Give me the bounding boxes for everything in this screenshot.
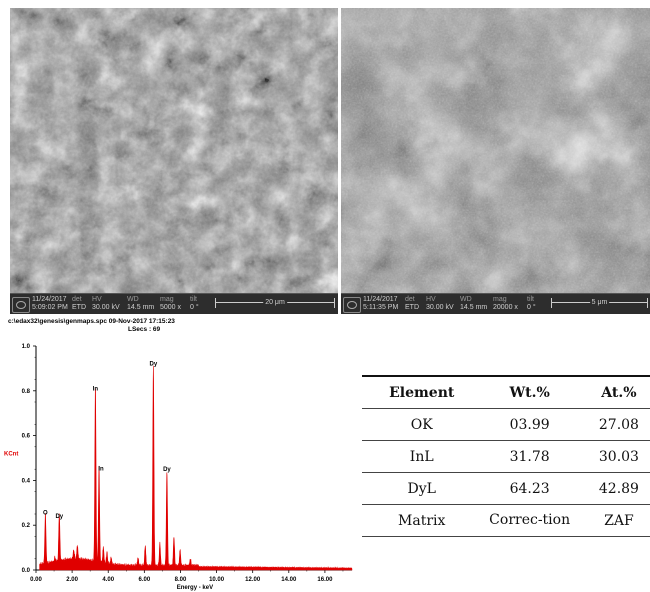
sem-date: 11/24/2017 xyxy=(363,296,398,303)
eds-spectrum-chart: 0.0 0.2 0.4 0.6 0.8 1.0 0.00 2.00 4.00 6.00 8.00 10… xyxy=(4,344,353,591)
wd-label: WD xyxy=(127,296,139,303)
x-tick-label: 2.00 xyxy=(66,577,78,583)
eds-live-seconds: LSecs : 69 xyxy=(128,326,161,333)
y-tick-label: 0.6 xyxy=(22,434,31,440)
x-tick-label: 0.00 xyxy=(30,577,42,583)
cell-at: 27.08 xyxy=(577,408,650,441)
x-tick-label: 6.00 xyxy=(138,577,150,583)
x-tick-label: 14.00 xyxy=(281,577,297,583)
sem-time: 5:11:35 PM xyxy=(363,304,399,311)
cell-wt: Correc-tion xyxy=(481,504,578,537)
hv-label: HV xyxy=(92,296,102,303)
peak-label-dy: Dy xyxy=(163,467,171,473)
sem-databar-left: 11/24/2017 5:09:02 PM det ETD HV 30.00 kV W… xyxy=(10,293,338,314)
tilt-value: 0 ° xyxy=(527,304,536,311)
col-header-wt: Wt.% xyxy=(481,375,578,409)
scale-label: 5 μm xyxy=(589,298,610,307)
x-tick-label: 10.00 xyxy=(209,577,225,583)
col-header-at: At.% xyxy=(577,375,650,409)
table-row: DyL 64.23 42.89 xyxy=(362,472,650,505)
sem-date: 11/24/2017 xyxy=(32,296,67,303)
peak-label-dy: Dy xyxy=(55,514,63,520)
wd-value: 14.5 mm xyxy=(127,304,155,311)
mag-label: mag xyxy=(160,296,174,303)
scale-bar: 5 μm xyxy=(551,298,648,308)
mag-value: 5000 x xyxy=(160,304,182,311)
fei-logo-icon xyxy=(343,297,361,313)
x-tick-label: 8.00 xyxy=(175,577,187,583)
cell-at: ZAF xyxy=(577,504,650,537)
cell-wt: 31.78 xyxy=(481,440,578,473)
y-tick-label: 0.0 xyxy=(22,568,31,574)
spectrum-series xyxy=(39,365,353,571)
mag-label: mag xyxy=(493,296,507,303)
peak-label-in: In xyxy=(98,467,104,473)
sem-time: 5:09:02 PM xyxy=(32,304,68,311)
y-tick-label: 1.0 xyxy=(22,344,31,350)
cell-element: Matrix xyxy=(362,504,482,537)
sem-image-20000x: 11/24/2017 5:11:35 PM det ETD HV 30.00 kV W… xyxy=(341,8,650,314)
eds-file-header: c:\edax32\genesis\genmaps.spc 09-Nov-201… xyxy=(8,318,175,334)
tilt-label: tilt xyxy=(190,296,197,303)
table-row: Matrix Correc-tion ZAF xyxy=(362,504,650,537)
fei-logo-icon xyxy=(12,297,30,313)
cell-wt: 03.99 xyxy=(481,408,578,441)
hv-value: 30.00 kV xyxy=(92,304,120,311)
hv-value: 30.00 kV xyxy=(426,304,454,311)
mag-value: 20000 x xyxy=(493,304,518,311)
cell-at: 30.03 xyxy=(577,440,650,473)
composition-table-wrapper: Element Wt.% At.% OK 03.99 27.08 InL 31.… xyxy=(362,375,650,575)
table-header-row: Element Wt.% At.% xyxy=(362,375,650,409)
sem-texture-left xyxy=(10,8,338,314)
table-row: InL 31.78 30.03 xyxy=(362,440,650,473)
det-label: det xyxy=(405,296,415,303)
cell-element: DyL xyxy=(362,472,482,505)
scale-bar: 20 μm xyxy=(215,298,335,308)
tilt-value: 0 ° xyxy=(190,304,199,311)
x-tick-label: 12.00 xyxy=(245,577,261,583)
peak-label-in: In xyxy=(93,386,99,392)
y-tick-label: 0.2 xyxy=(22,523,31,529)
x-axis-label: Energy - keV xyxy=(177,585,213,591)
x-tick-label: 16.00 xyxy=(317,577,333,583)
tilt-label: tilt xyxy=(527,296,534,303)
cell-element: InL xyxy=(362,440,482,473)
y-tick-label: 0.8 xyxy=(22,389,31,395)
peak-label-o: O xyxy=(43,511,48,517)
sem-image-5000x: 11/24/2017 5:09:02 PM det ETD HV 30.00 kV W… xyxy=(10,8,338,314)
y-tick-label: 0.4 xyxy=(22,478,31,484)
wd-value: 14.5 mm xyxy=(460,304,488,311)
sem-databar-right: 11/24/2017 5:11:35 PM det ETD HV 30.00 kV W… xyxy=(341,293,650,314)
cell-wt: 64.23 xyxy=(481,472,578,505)
x-tick-label: 4.00 xyxy=(102,577,114,583)
composition-table: Element Wt.% At.% OK 03.99 27.08 InL 31.… xyxy=(362,375,650,537)
y-axis-label: KCnt xyxy=(4,452,18,458)
cell-wt-text: Correc-tion xyxy=(489,512,571,528)
scale-label: 20 μm xyxy=(263,298,287,307)
eds-file-path: c:\edax32\genesis\genmaps.spc 09-Nov-201… xyxy=(8,318,175,325)
det-value: ETD xyxy=(72,304,86,311)
wd-label: WD xyxy=(460,296,472,303)
det-value: ETD xyxy=(405,304,419,311)
peak-label-dy: Dy xyxy=(150,362,158,368)
cell-element: OK xyxy=(362,408,482,441)
det-label: det xyxy=(72,296,82,303)
col-header-element: Element xyxy=(362,375,482,409)
cell-at: 42.89 xyxy=(577,472,650,505)
hv-label: HV xyxy=(426,296,436,303)
sem-texture-right xyxy=(341,8,650,314)
table-row: OK 03.99 27.08 xyxy=(362,408,650,441)
